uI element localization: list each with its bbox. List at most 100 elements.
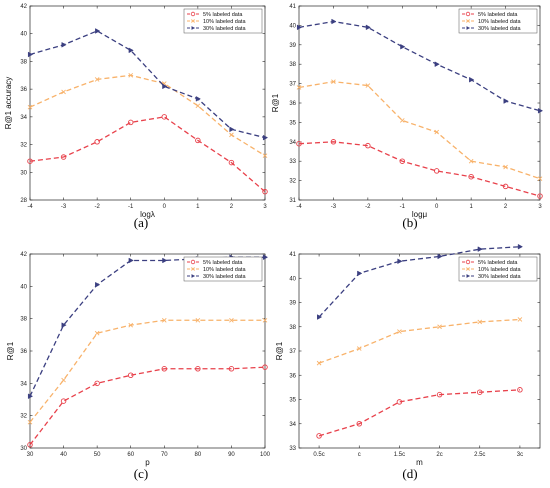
x-tick-label: 40 xyxy=(60,452,67,458)
data-point xyxy=(397,258,403,265)
series-line xyxy=(29,319,265,423)
x-tick-label: 3 xyxy=(538,204,542,210)
data-point xyxy=(365,142,371,149)
y-tick-label: 40 xyxy=(20,284,27,290)
legend-label: 10% labeled data xyxy=(203,19,246,25)
x-tick-label: 100 xyxy=(260,452,271,458)
x-tick-label: 0.5c xyxy=(313,452,324,458)
x-tick-label: -4 xyxy=(27,204,33,210)
x-tick-label: 0 xyxy=(435,204,439,210)
data-point xyxy=(195,137,201,144)
y-tick-label: 39 xyxy=(289,301,296,307)
series-line xyxy=(318,389,520,437)
x-tick-label: 30 xyxy=(27,452,34,458)
data-point xyxy=(356,346,362,351)
legend-marker xyxy=(191,19,195,23)
data-point xyxy=(128,322,134,328)
panel-caption: (d) xyxy=(402,466,417,481)
data-point xyxy=(94,330,100,336)
data-point xyxy=(27,393,34,400)
x-tick-label: 3 xyxy=(263,204,267,210)
data-point xyxy=(229,126,235,133)
x-tick-label: 70 xyxy=(161,452,168,458)
data-point xyxy=(262,153,268,158)
chart-panel-2: 31 32 33 34 35 36 37 38 39 40 41 -4 -3 -2 -1 0 1 2 3 logμ R@… xyxy=(271,4,544,230)
data-point xyxy=(195,366,201,372)
data-point xyxy=(262,364,268,370)
y-tick-label: 38 xyxy=(20,59,27,65)
legend-marker xyxy=(466,274,470,278)
x-tick-label: 90 xyxy=(228,452,235,458)
y-tick-label: 36 xyxy=(289,373,296,379)
x-tick-label: -4 xyxy=(296,204,302,210)
data-point xyxy=(365,24,371,31)
data-point xyxy=(365,83,371,88)
series-line xyxy=(29,74,266,157)
data-point xyxy=(331,18,337,25)
data-point xyxy=(262,134,269,141)
series-line xyxy=(298,141,541,197)
y-tick-label: 41 xyxy=(289,4,296,10)
series-line xyxy=(29,366,266,446)
data-point xyxy=(436,391,443,398)
x-tick-label: -2 xyxy=(94,204,100,210)
y-tick-label: 42 xyxy=(20,4,27,10)
y-tick-label: 38 xyxy=(289,62,296,68)
data-point xyxy=(229,132,234,138)
x-tick-label: -3 xyxy=(331,204,337,210)
data-point xyxy=(434,61,440,68)
data-point xyxy=(61,89,66,95)
series-1 xyxy=(27,364,268,448)
data-point xyxy=(262,188,268,195)
data-point xyxy=(330,139,337,145)
y-tick-label: 39 xyxy=(289,43,296,49)
series-3 xyxy=(296,18,544,114)
legend-marker xyxy=(466,26,470,30)
data-point xyxy=(399,158,406,164)
y-tick-label: 34 xyxy=(289,140,296,146)
x-tick-label: -2 xyxy=(365,204,371,210)
y-tick-label: 34 xyxy=(289,422,296,428)
legend-label: 10% labeled data xyxy=(478,19,521,25)
legend-marker xyxy=(465,11,471,17)
data-point xyxy=(128,72,134,78)
legend-label: 5% labeled data xyxy=(478,12,518,18)
data-point xyxy=(128,257,134,264)
series-line xyxy=(298,81,541,180)
x-tick-label: c xyxy=(358,452,361,458)
x-axis-label: p xyxy=(145,458,150,467)
data-point xyxy=(503,164,508,170)
data-point xyxy=(296,85,302,90)
plot-frame xyxy=(29,253,266,449)
data-point xyxy=(195,96,201,102)
legend-marker xyxy=(466,19,470,23)
data-point xyxy=(61,377,66,383)
y-tick-label: 33 xyxy=(289,159,296,165)
legend-marker xyxy=(191,274,195,278)
series-1 xyxy=(27,114,268,195)
data-point xyxy=(61,322,67,328)
y-axis-label: R@1 xyxy=(271,93,280,112)
data-point xyxy=(195,317,201,323)
series-line xyxy=(298,20,541,112)
data-point xyxy=(195,103,201,109)
data-point xyxy=(27,419,33,425)
x-axis-label: logλ xyxy=(140,210,155,219)
data-point xyxy=(477,319,483,325)
series-2 xyxy=(316,317,523,366)
data-point xyxy=(61,41,67,48)
x-tick-label: 1.5c xyxy=(394,452,405,458)
x-tick-label: 2 xyxy=(230,204,234,210)
data-point xyxy=(262,254,269,261)
series-line xyxy=(29,30,266,139)
legend-label: 30% labeled data xyxy=(478,26,521,32)
y-tick-label: 34 xyxy=(20,115,27,121)
data-point xyxy=(317,314,323,320)
x-tick-label: 3c xyxy=(517,452,523,458)
y-tick-label: 32 xyxy=(20,414,27,420)
data-point xyxy=(316,360,322,366)
data-point xyxy=(517,387,523,393)
data-point xyxy=(468,173,474,180)
